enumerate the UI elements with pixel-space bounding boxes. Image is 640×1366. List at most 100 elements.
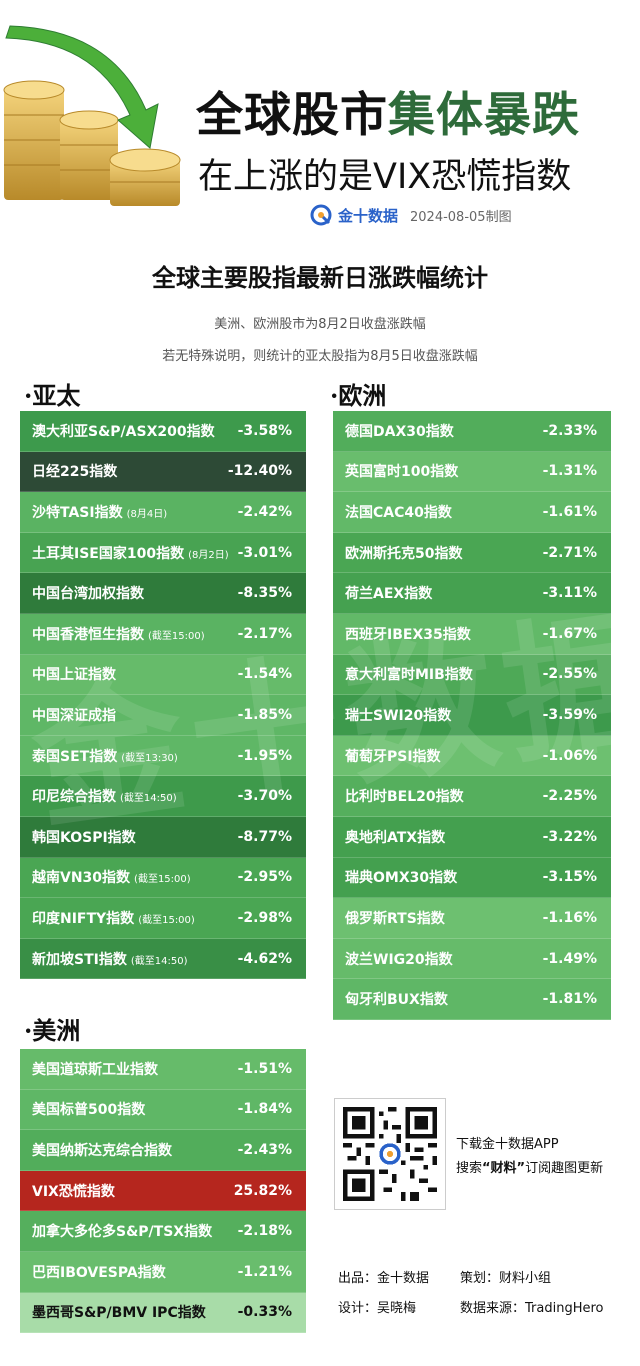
index-name: 欧洲斯托克50指数 xyxy=(345,543,462,563)
index-name: 澳大利亚S&P/ASX200指数 xyxy=(32,421,215,441)
qr-code[interactable] xyxy=(334,1098,446,1210)
index-row: 越南VN30指数 (截至15:00) -2.95% xyxy=(20,857,306,899)
section-heading: 全球主要股指最新日涨跌幅统计 xyxy=(152,264,488,292)
index-row: 土耳其ISE国家100指数 (8月2日) -3.01% xyxy=(20,532,306,574)
index-change-value: -2.43% xyxy=(237,1141,292,1158)
main-subtitle: 在上涨的是VIX恐慌指数 xyxy=(198,157,572,197)
index-row: 中国台湾加权指数 -8.35% xyxy=(20,573,306,614)
index-name: VIX恐慌指数 xyxy=(32,1181,115,1201)
index-name-text: 新加坡STI指数 xyxy=(32,951,127,968)
index-change-value: -1.49% xyxy=(542,950,597,967)
index-row: 匈牙利BUX指数 -1.81% xyxy=(333,979,611,1020)
subscribe-suffix: 订阅趣图更新 xyxy=(525,1161,604,1176)
index-name: 韩国KOSPI指数 xyxy=(32,827,136,847)
index-change-value: -8.77% xyxy=(237,828,292,845)
index-name: 法国CAC40指数 xyxy=(345,502,452,522)
index-change-value: -1.85% xyxy=(237,706,292,723)
jin10-logo-icon xyxy=(310,204,332,226)
main-title-part2: 集体暴跌 xyxy=(388,88,580,143)
index-name: 泰国SET指数 (截至13:30) xyxy=(32,746,178,766)
index-name: 土耳其ISE国家100指数 (8月2日) xyxy=(32,543,229,563)
index-name-text: 德国DAX30指数 xyxy=(345,423,454,440)
index-name: 美国道琼斯工业指数 xyxy=(32,1059,158,1079)
index-name-text: 法国CAC40指数 xyxy=(345,504,452,521)
index-time-tag: (截至14:50) xyxy=(130,955,188,967)
index-row: 美国标普500指数 -1.84% xyxy=(20,1089,306,1131)
index-change-value: -1.81% xyxy=(542,991,597,1008)
index-change-value: -1.51% xyxy=(237,1060,292,1077)
index-name: 俄罗斯RTS指数 xyxy=(345,908,445,928)
index-name: 印尼综合指数 (截至14:50) xyxy=(32,786,177,806)
index-name: 波兰WIG20指数 xyxy=(345,949,453,969)
index-row: 意大利富时MIB指数 -2.55% xyxy=(333,654,611,696)
index-row: 巴西IBOVESPA指数 -1.21% xyxy=(20,1251,306,1293)
index-name-text: 波兰WIG20指数 xyxy=(345,951,453,968)
credit-producer: 出品：金十数据 xyxy=(338,1271,430,1286)
index-name-text: 土耳其ISE国家100指数 xyxy=(32,545,185,562)
credit-planner: 策划：财料小组 xyxy=(460,1271,552,1286)
main-title: 全球股市集体暴跌 xyxy=(196,76,580,145)
index-name-text: 比利时BEL20指数 xyxy=(345,789,464,806)
index-name-text: 美国道琼斯工业指数 xyxy=(32,1061,158,1078)
index-row: 比利时BEL20指数 -2.25% xyxy=(333,776,611,817)
index-row: 韩国KOSPI指数 -8.77% xyxy=(20,816,306,858)
credit-source: 数据来源：TradingHero xyxy=(460,1301,604,1316)
index-change-value: -2.71% xyxy=(542,544,597,561)
index-row: 西班牙IBEX35指数 -1.67% xyxy=(333,613,611,655)
index-name: 匈牙利BUX指数 xyxy=(345,989,448,1009)
index-row: 俄罗斯RTS指数 -1.16% xyxy=(333,898,611,939)
index-change-value: -2.17% xyxy=(237,625,292,642)
subscribe-keyword: “财料” xyxy=(482,1161,526,1176)
index-name-text: 中国台湾加权指数 xyxy=(32,586,144,603)
index-row: 波兰WIG20指数 -1.49% xyxy=(333,938,611,980)
index-name-text: VIX恐慌指数 xyxy=(32,1183,115,1200)
index-name-text: 印度NIFTY指数 xyxy=(32,910,135,927)
index-name: 沙特TASI指数 (8月4日) xyxy=(32,502,167,522)
index-name: 中国深证成指 xyxy=(32,705,116,725)
index-row: 墨西哥S&P/BMV IPC指数 -0.33% xyxy=(20,1292,306,1334)
index-row: 英国富时100指数 -1.31% xyxy=(333,451,611,493)
index-name-text: 泰国SET指数 xyxy=(32,748,118,765)
chart-date: 2024-08-05制图 xyxy=(410,209,512,225)
index-name: 葡萄牙PSI指数 xyxy=(345,746,441,766)
note-line-2: 若无特殊说明，则统计的亚太股指为8月5日收盘涨跌幅 xyxy=(162,349,478,364)
index-name-text: 墨西哥S&P/BMV IPC指数 xyxy=(32,1305,206,1322)
index-change-value: -2.42% xyxy=(237,503,292,520)
europe-index-table: 德国DAX30指数 -2.33% 英国富时100指数 -1.31% 法国CAC40指数 -… xyxy=(333,411,611,1020)
index-name-text: 意大利富时MIB指数 xyxy=(345,667,473,684)
index-row: 瑞典OMX30指数 -3.15% xyxy=(333,857,611,899)
index-name-text: 日经225指数 xyxy=(32,464,118,481)
index-name: 中国香港恒生指数 (截至15:00) xyxy=(32,624,205,644)
index-change-value: -1.61% xyxy=(542,503,597,520)
index-name-text: 加拿大多伦多S&P/TSX指数 xyxy=(32,1224,213,1241)
index-row: 印尼综合指数 (截至14:50) -3.70% xyxy=(20,776,306,817)
index-name-text: 美国标普500指数 xyxy=(32,1102,146,1119)
index-row: 泰国SET指数 (截至13:30) -1.95% xyxy=(20,735,306,777)
index-name: 西班牙IBEX35指数 xyxy=(345,624,471,644)
index-change-value: -3.58% xyxy=(237,422,292,439)
index-name-text: 俄罗斯RTS指数 xyxy=(345,910,445,927)
index-name-text: 韩国KOSPI指数 xyxy=(32,829,136,846)
index-change-value: -0.33% xyxy=(237,1304,292,1321)
index-name-text: 西班牙IBEX35指数 xyxy=(345,626,471,643)
index-name-text: 瑞士SWI20指数 xyxy=(345,707,452,724)
index-name-text: 美国纳斯达克综合指数 xyxy=(32,1142,172,1159)
index-time-tag: (截至14:50) xyxy=(120,793,177,805)
index-name-text: 欧洲斯托克50指数 xyxy=(345,545,463,562)
index-row: 法国CAC40指数 -1.61% xyxy=(333,492,611,533)
subscribe-text: 搜索“财料”订阅趣图更新 xyxy=(456,1157,603,1176)
index-row: 欧洲斯托克50指数 -2.71% xyxy=(333,532,611,574)
index-change-value: -8.35% xyxy=(237,585,292,602)
index-name: 加拿大多伦多S&P/TSX指数 xyxy=(32,1221,212,1241)
section-label-americas: ·美洲 xyxy=(24,1016,81,1045)
index-name-text: 瑞典OMX30指数 xyxy=(345,870,458,887)
index-change-value: -1.67% xyxy=(542,625,597,642)
index-change-value: -4.62% xyxy=(237,950,292,967)
section-label-asia: ·亚太 xyxy=(24,381,81,410)
index-change-value: -2.55% xyxy=(542,666,597,683)
index-change-value: -3.01% xyxy=(237,544,292,561)
index-time-tag: (截至13:30) xyxy=(121,752,178,764)
index-change-value: -1.31% xyxy=(542,463,597,480)
index-name: 荷兰AEX指数 xyxy=(345,583,432,603)
index-name-text: 英国富时100指数 xyxy=(345,464,459,481)
